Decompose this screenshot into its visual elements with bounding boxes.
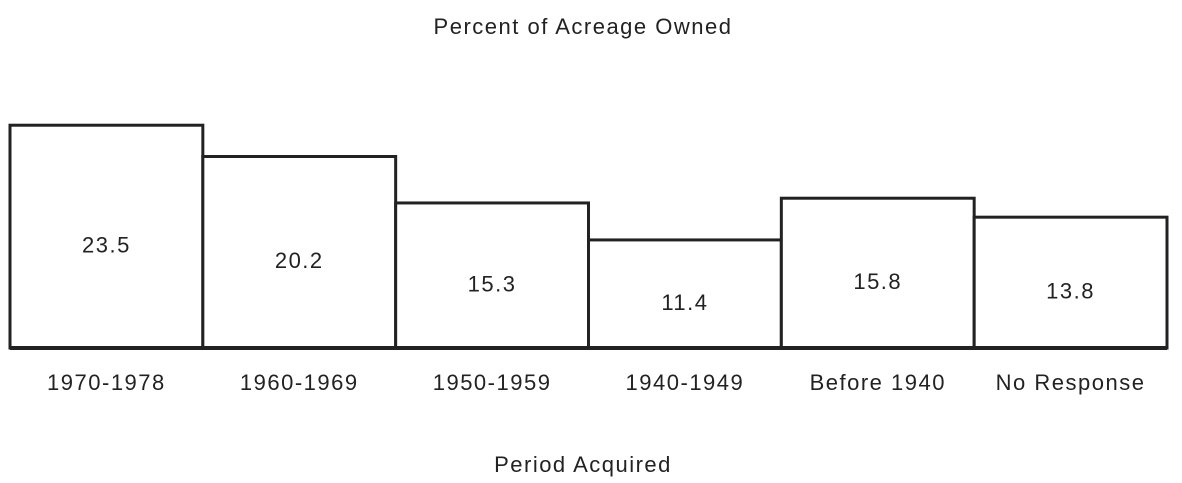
data-label: 23.5 bbox=[82, 232, 131, 257]
x-tick-label: Before 1940 bbox=[810, 370, 946, 395]
data-label: 15.8 bbox=[853, 269, 902, 294]
bar bbox=[8, 123, 205, 350]
x-tick-label: No Response bbox=[996, 370, 1146, 395]
chart-title: Percent of Acreage Owned bbox=[434, 14, 733, 39]
bar bbox=[394, 201, 590, 350]
data-label: 15.3 bbox=[468, 271, 517, 296]
data-label: 20.2 bbox=[275, 248, 324, 273]
x-tick-label: 1960-1969 bbox=[240, 370, 359, 395]
x-tick-label: 1950-1959 bbox=[433, 370, 552, 395]
data-label: 13.8 bbox=[1046, 278, 1095, 303]
bar bbox=[972, 215, 1169, 350]
x-tick-label: 1970-1978 bbox=[47, 370, 166, 395]
x-axis-label: Period Acquired bbox=[494, 452, 672, 477]
bar bbox=[201, 155, 398, 350]
x-tick-label: 1940-1949 bbox=[626, 370, 745, 395]
data-label: 11.4 bbox=[661, 290, 708, 315]
